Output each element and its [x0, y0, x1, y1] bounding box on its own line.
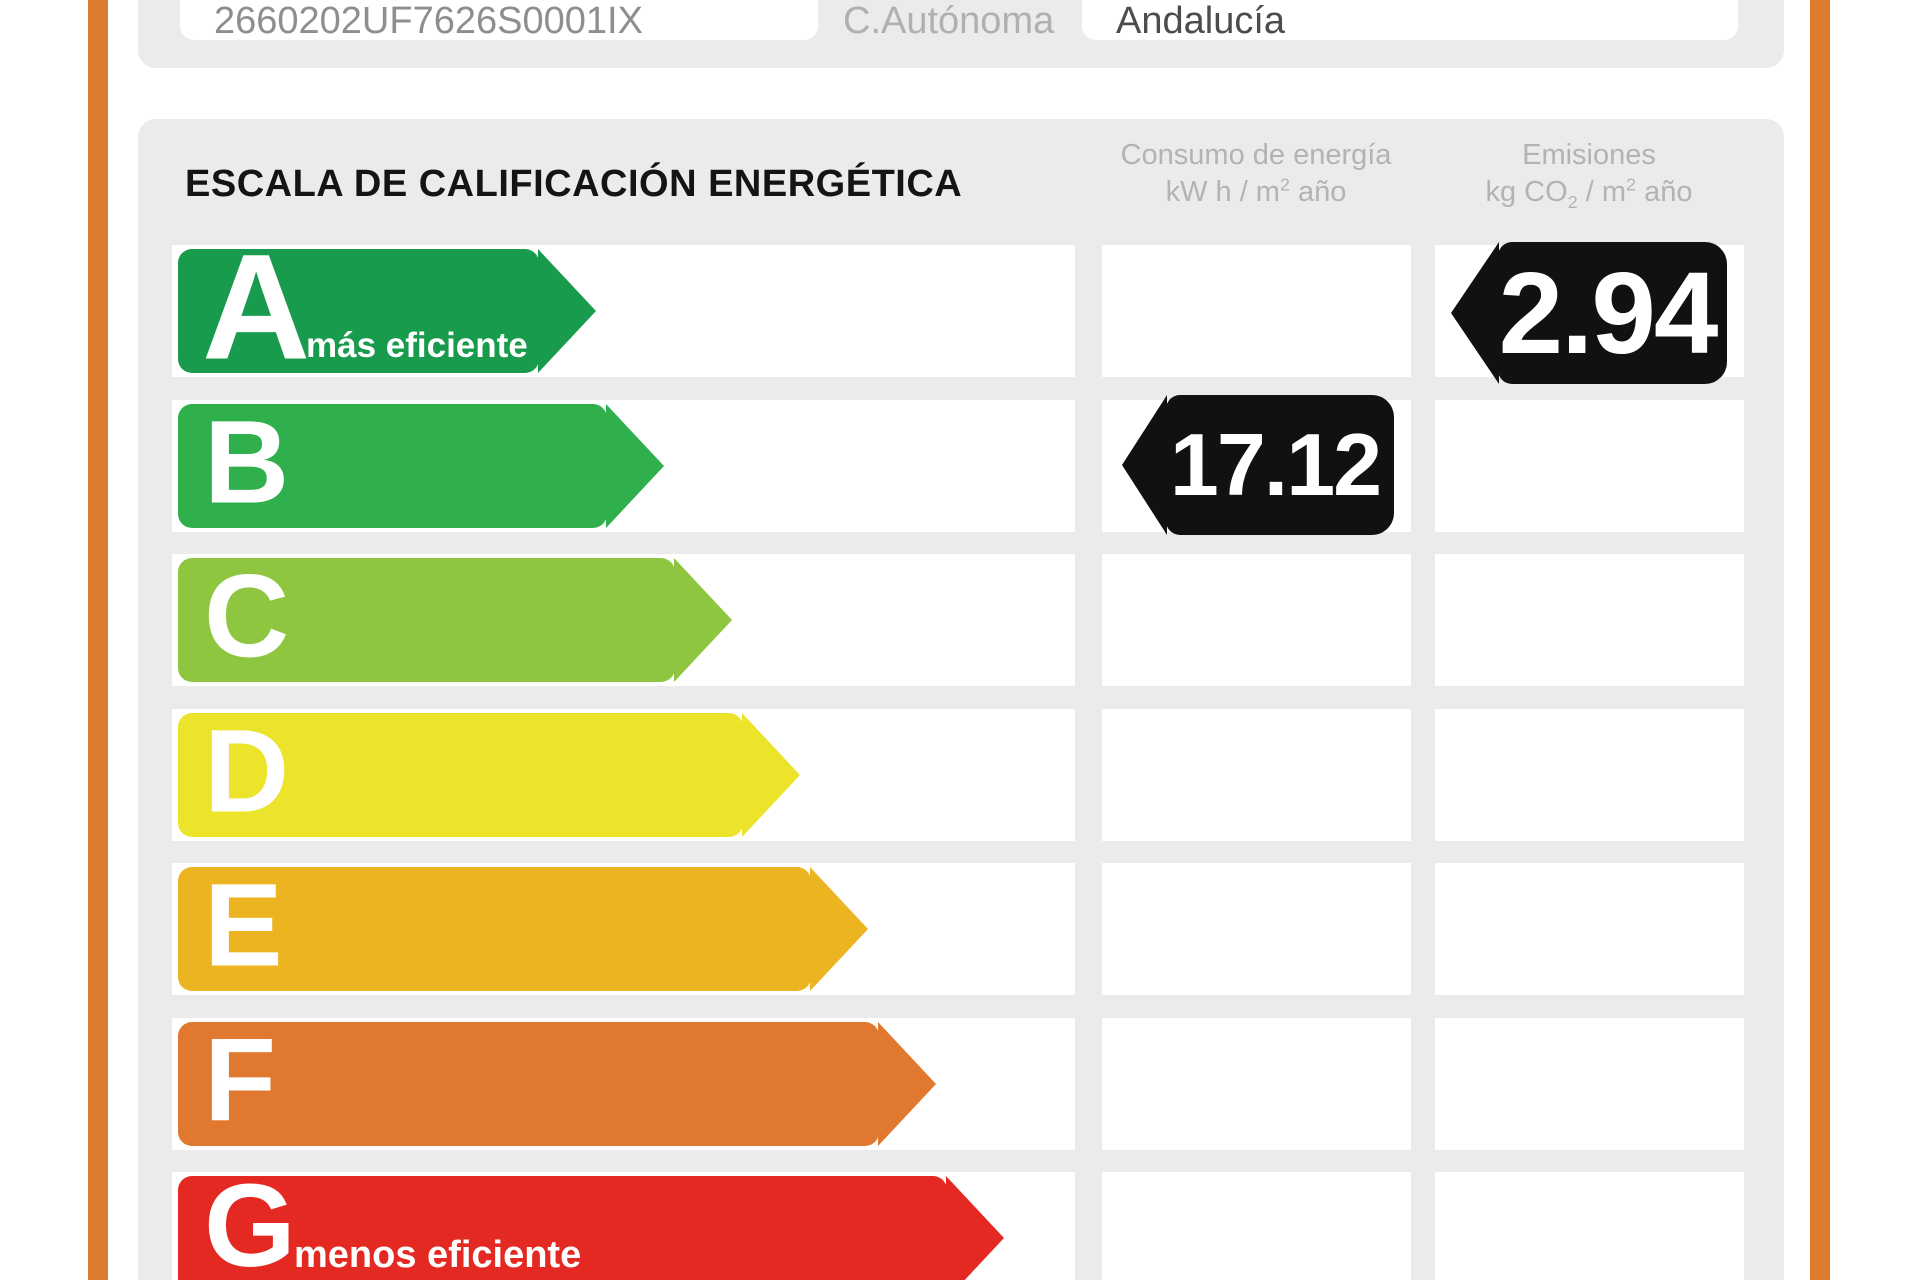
certificate-border-left: [88, 0, 108, 1280]
emissions-cell-f: [1435, 1018, 1744, 1150]
consumption-cell-d: [1102, 709, 1411, 841]
emissions-cell-b: [1435, 400, 1744, 532]
rating-row-e: E: [138, 863, 1784, 995]
autonomous-community-label: C.Autónoma: [843, 0, 1055, 42]
rating-arrow-d: D: [178, 705, 743, 838]
rating-arrow-g: G menos eficiente: [178, 1167, 947, 1280]
cadastral-reference-value: 2660202UF7626S0001IX: [214, 0, 643, 42]
rating-letter-g: G: [204, 1160, 296, 1280]
rating-arrow-f: F: [178, 1014, 879, 1147]
emissions-cell-d: [1435, 709, 1744, 841]
rating-row-b: B: [138, 400, 1784, 532]
rating-letter-e: E: [204, 859, 283, 992]
scale-title: ESCALA DE CALIFICACIÓN ENERGÉTICA: [185, 163, 963, 205]
emissions-header-unit: kg CO2 / m2 año: [1485, 174, 1693, 212]
rating-label-g: menos eficiente: [294, 1234, 582, 1276]
emissions-cell-c: [1435, 554, 1744, 686]
rating-arrow-a: A más eficiente: [178, 232, 539, 382]
rating-row-f: F: [138, 1018, 1784, 1150]
consumption-value: 17.12: [1169, 415, 1382, 514]
rating-letter-a: A: [202, 222, 311, 391]
consumption-cell-e: [1102, 863, 1411, 995]
consumption-value-badge: 17.12: [1166, 395, 1394, 535]
rating-letter-d: D: [204, 705, 290, 838]
consumption-header-unit: kW h / m2 año: [1165, 174, 1347, 208]
consumption-cell-g: [1102, 1172, 1411, 1280]
emissions-value: 2.94: [1498, 248, 1719, 378]
rating-arrow-c: C: [178, 550, 675, 683]
emissions-cell-e: [1435, 863, 1744, 995]
consumption-cell-c: [1102, 554, 1411, 686]
emissions-value-badge: 2.94: [1498, 242, 1727, 384]
emissions-header-title: Emisiones: [1522, 139, 1656, 171]
consumption-cell-a: [1102, 245, 1411, 377]
rating-row-g: G menos eficiente: [138, 1167, 1784, 1280]
rating-letter-c: C: [204, 550, 290, 683]
rating-arrow-e: E: [178, 859, 811, 992]
property-form-card: 2660202UF7626S0001IX C.Autónoma Andalucí…: [138, 0, 1784, 68]
autonomous-community-input[interactable]: Andalucía: [1082, 0, 1738, 40]
rating-label-a: más eficiente: [306, 326, 528, 365]
autonomous-community-value: Andalucía: [1116, 0, 1286, 42]
rating-row-d: D: [138, 709, 1784, 841]
rating-letter-f: F: [204, 1014, 277, 1147]
certificate-border-right: [1810, 0, 1830, 1280]
consumption-cell-f: [1102, 1018, 1411, 1150]
emissions-cell-g: [1435, 1172, 1744, 1280]
consumption-column-header: Consumo de energía kW h / m2 año: [1056, 137, 1456, 211]
emissions-column-header: Emisiones kg CO2 / m2 año: [1389, 137, 1789, 211]
consumption-header-title: Consumo de energía: [1120, 139, 1392, 171]
rating-letter-b: B: [204, 396, 290, 529]
cadastral-reference-input[interactable]: 2660202UF7626S0001IX: [180, 0, 818, 40]
energy-scale-card: ESCALA DE CALIFICACIÓN ENERGÉTICA Consum…: [138, 119, 1784, 1280]
rating-row-c: C: [138, 554, 1784, 686]
rating-arrow-b: B: [178, 396, 607, 529]
